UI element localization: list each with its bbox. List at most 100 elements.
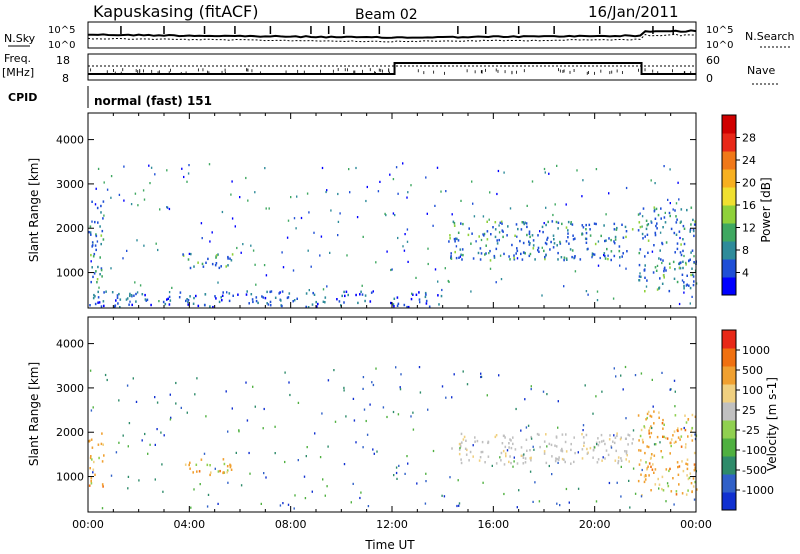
radar-cell bbox=[474, 436, 476, 439]
radar-cell bbox=[215, 256, 217, 259]
radar-cell bbox=[98, 456, 100, 460]
radar-cell bbox=[464, 447, 467, 450]
radar-cell bbox=[460, 458, 462, 461]
radar-cell bbox=[513, 256, 515, 260]
radar-cell bbox=[693, 230, 695, 233]
radar-cell bbox=[451, 447, 453, 450]
radar-cell bbox=[640, 428, 643, 432]
radar-cell bbox=[643, 425, 645, 428]
radar-cell bbox=[517, 227, 519, 231]
radar-cell bbox=[624, 225, 627, 229]
radar-cell bbox=[305, 305, 307, 309]
radar-cell bbox=[557, 400, 559, 403]
radar-cell bbox=[192, 471, 194, 474]
radar-cell bbox=[162, 300, 165, 304]
radar-cell bbox=[514, 448, 517, 451]
radar-cell bbox=[686, 458, 689, 461]
radar-cell bbox=[573, 460, 575, 464]
radar-cell bbox=[532, 239, 535, 242]
radar-cell bbox=[115, 451, 118, 454]
radar-cell bbox=[686, 463, 689, 466]
radar-cell bbox=[631, 442, 633, 445]
radar-cell bbox=[163, 434, 165, 437]
radar-cell bbox=[658, 483, 661, 486]
radar-cell bbox=[597, 264, 600, 267]
radar-cell bbox=[688, 284, 690, 287]
radar-cell bbox=[379, 180, 381, 183]
radar-cell bbox=[451, 396, 453, 399]
radar-cell bbox=[646, 416, 648, 420]
radar-cell bbox=[530, 459, 532, 462]
radar-cell bbox=[579, 258, 582, 261]
radar-cell bbox=[570, 442, 572, 446]
radar-cell bbox=[425, 176, 427, 179]
radar-cell bbox=[650, 425, 652, 428]
radar-cell bbox=[511, 243, 513, 247]
radar-cell bbox=[656, 264, 659, 267]
radar-cell bbox=[127, 445, 129, 448]
radar-cell bbox=[313, 231, 315, 234]
radar-cell bbox=[268, 207, 270, 210]
radar-cell bbox=[669, 452, 671, 455]
radar-cell bbox=[118, 441, 120, 444]
radar-cell bbox=[294, 494, 296, 497]
radar-cell bbox=[501, 442, 504, 445]
radar-cell bbox=[520, 252, 522, 256]
radar-cell bbox=[548, 464, 550, 468]
radar-cell bbox=[679, 236, 681, 240]
radar-cell bbox=[229, 465, 232, 469]
radar-cell bbox=[130, 294, 133, 297]
radar-cell bbox=[693, 255, 695, 258]
radar-cell bbox=[138, 479, 140, 482]
noise-panel: N.Sky 10^5 10^0 10^5 10^0 N.Search bbox=[4, 21, 795, 51]
radar-cell bbox=[270, 290, 273, 293]
radar-cell bbox=[581, 448, 584, 451]
radar-cell bbox=[674, 268, 676, 271]
radar-cell bbox=[204, 303, 206, 307]
radar-cell bbox=[265, 274, 268, 277]
radar-cell bbox=[395, 166, 398, 169]
radar-cell bbox=[91, 220, 93, 223]
radar-cell bbox=[281, 304, 283, 308]
radar-cell bbox=[676, 461, 679, 464]
radar-cell bbox=[691, 295, 693, 298]
radar-cell bbox=[561, 450, 564, 453]
radar-cell bbox=[677, 429, 679, 433]
radar-cell bbox=[594, 242, 597, 246]
radar-cell bbox=[102, 238, 105, 241]
power-axes: 1000 2000 3000 4000 bbox=[56, 113, 697, 308]
radar-cell bbox=[684, 446, 687, 449]
radar-cell bbox=[507, 225, 509, 228]
x-tick-label: 20:00 bbox=[579, 518, 611, 531]
radar-cell bbox=[127, 475, 130, 478]
radar-cell bbox=[557, 227, 559, 230]
radar-cell bbox=[220, 265, 222, 268]
noise-search-trace bbox=[87, 33, 697, 43]
radar-cell bbox=[660, 258, 662, 261]
radar-cell bbox=[101, 507, 104, 510]
radar-cell bbox=[141, 293, 144, 296]
radar-cell bbox=[307, 249, 309, 252]
radar-cell bbox=[674, 251, 676, 254]
radar-cell bbox=[637, 414, 640, 417]
radar-cell bbox=[307, 306, 310, 309]
radar-cell bbox=[357, 301, 359, 305]
radar-cell bbox=[594, 446, 596, 449]
radar-cell bbox=[196, 377, 198, 380]
radar-cell bbox=[652, 405, 654, 408]
radar-cell bbox=[97, 221, 99, 224]
radar-cell bbox=[91, 200, 93, 203]
radar-cell bbox=[288, 381, 290, 384]
radar-cell bbox=[654, 266, 657, 269]
radar-cell bbox=[597, 444, 600, 447]
radar-cell bbox=[616, 481, 618, 484]
radar-cell bbox=[571, 255, 573, 259]
radar-cell bbox=[103, 304, 105, 308]
radar-cell bbox=[529, 235, 531, 239]
radar-cell bbox=[382, 406, 385, 409]
radar-cell bbox=[574, 237, 576, 240]
radar-cell bbox=[539, 230, 541, 233]
radar-cell bbox=[680, 243, 682, 246]
radar-cell bbox=[601, 390, 603, 393]
radar-cell bbox=[375, 367, 377, 370]
